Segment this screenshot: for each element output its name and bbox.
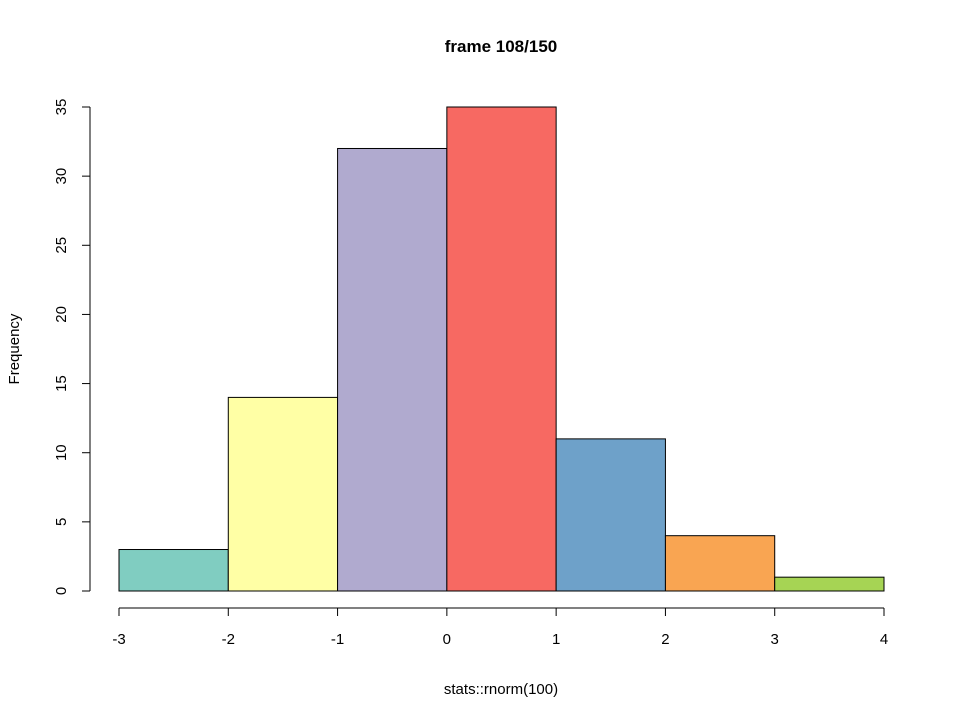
x-axis: -3 -2 -1 0 1 2 3 4 — [112, 607, 888, 648]
histogram-bar — [227, 396, 339, 592]
y-axis-label: Frequency — [6, 313, 23, 384]
x-tick-label: 1 — [552, 631, 560, 648]
bars-group — [118, 106, 885, 592]
x-tick-label: -1 — [331, 631, 344, 648]
y-tick-label: 30 — [53, 168, 70, 185]
y-tick-label: 0 — [53, 587, 70, 595]
x-axis-label: stats::rnorm(100) — [444, 681, 558, 698]
histogram-bar — [774, 576, 885, 592]
x-tick-label: -2 — [222, 631, 235, 648]
x-tick-label: 0 — [443, 631, 451, 648]
histogram-bar — [446, 106, 557, 592]
histogram-bar — [555, 438, 666, 592]
x-tick-label: 4 — [880, 631, 888, 648]
x-tick-label: 2 — [661, 631, 669, 648]
x-tick-label: -3 — [112, 631, 125, 648]
histogram-bar — [337, 147, 448, 592]
x-tick-label: 3 — [771, 631, 779, 648]
histogram-bar — [664, 535, 776, 592]
y-axis: 0 5 10 15 20 25 30 35 — [53, 99, 91, 595]
histogram-bar — [118, 549, 229, 592]
chart-title: frame 108/150 — [445, 37, 557, 56]
y-tick-label: 35 — [53, 99, 70, 116]
y-tick-label: 15 — [53, 375, 70, 392]
y-tick-label: 5 — [53, 518, 70, 526]
y-tick-label: 10 — [53, 444, 70, 461]
y-tick-label: 20 — [53, 306, 70, 323]
y-tick-label: 25 — [53, 237, 70, 254]
